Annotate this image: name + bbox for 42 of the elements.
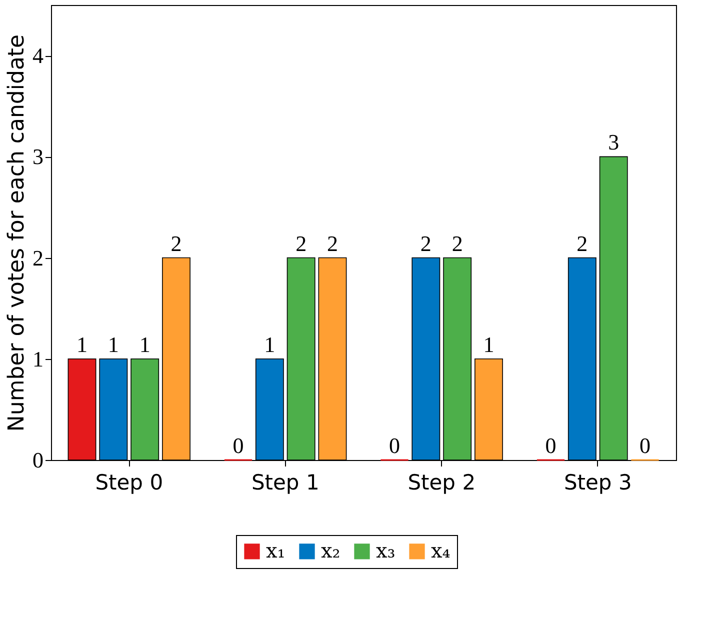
legend-label: x₃ [376,538,396,562]
x-tick-label: Step 2 [408,470,476,494]
data-label: 1 [76,332,88,357]
data-label: 2 [420,230,432,256]
y-tick-label: 4 [32,43,44,68]
bar [99,358,128,460]
data-label: 0 [545,433,556,458]
data-label: 1 [139,332,150,357]
data-label: 1 [108,332,119,357]
data-label: 2 [296,230,307,256]
legend-label: x₄ [431,538,450,562]
y-tick-label: 0 [32,448,44,472]
bar [568,257,596,460]
bar [599,156,628,460]
x-tick-label: Step 1 [251,470,320,494]
data-label: 0 [232,433,244,458]
bar [412,257,440,460]
data-label: 1 [483,332,494,357]
bar [443,257,472,460]
y-tick-label: 2 [32,245,44,270]
data-label: 2 [452,230,463,256]
legend-label: x₁ [266,538,286,562]
bar [255,358,284,460]
x-tick-label: Step 3 [564,470,632,494]
y-tick-label: 3 [32,144,44,170]
legend-label: x₂ [321,538,340,562]
x-tick-label: Step 0 [95,470,164,494]
bar [286,257,316,460]
bar [474,358,503,460]
bar [162,257,190,460]
y-tick-label: 1 [32,346,44,372]
data-label: 0 [389,433,400,458]
data-label: 1 [264,332,276,357]
data-label: 2 [170,230,182,256]
data-label: 2 [326,230,338,256]
data-label: 0 [639,433,650,458]
bar [68,358,96,460]
data-label: 2 [576,230,588,256]
bar [130,358,160,460]
bar [318,257,347,460]
y-axis-title: Number of votes for each candidate [4,34,30,432]
data-label: 3 [608,130,620,155]
